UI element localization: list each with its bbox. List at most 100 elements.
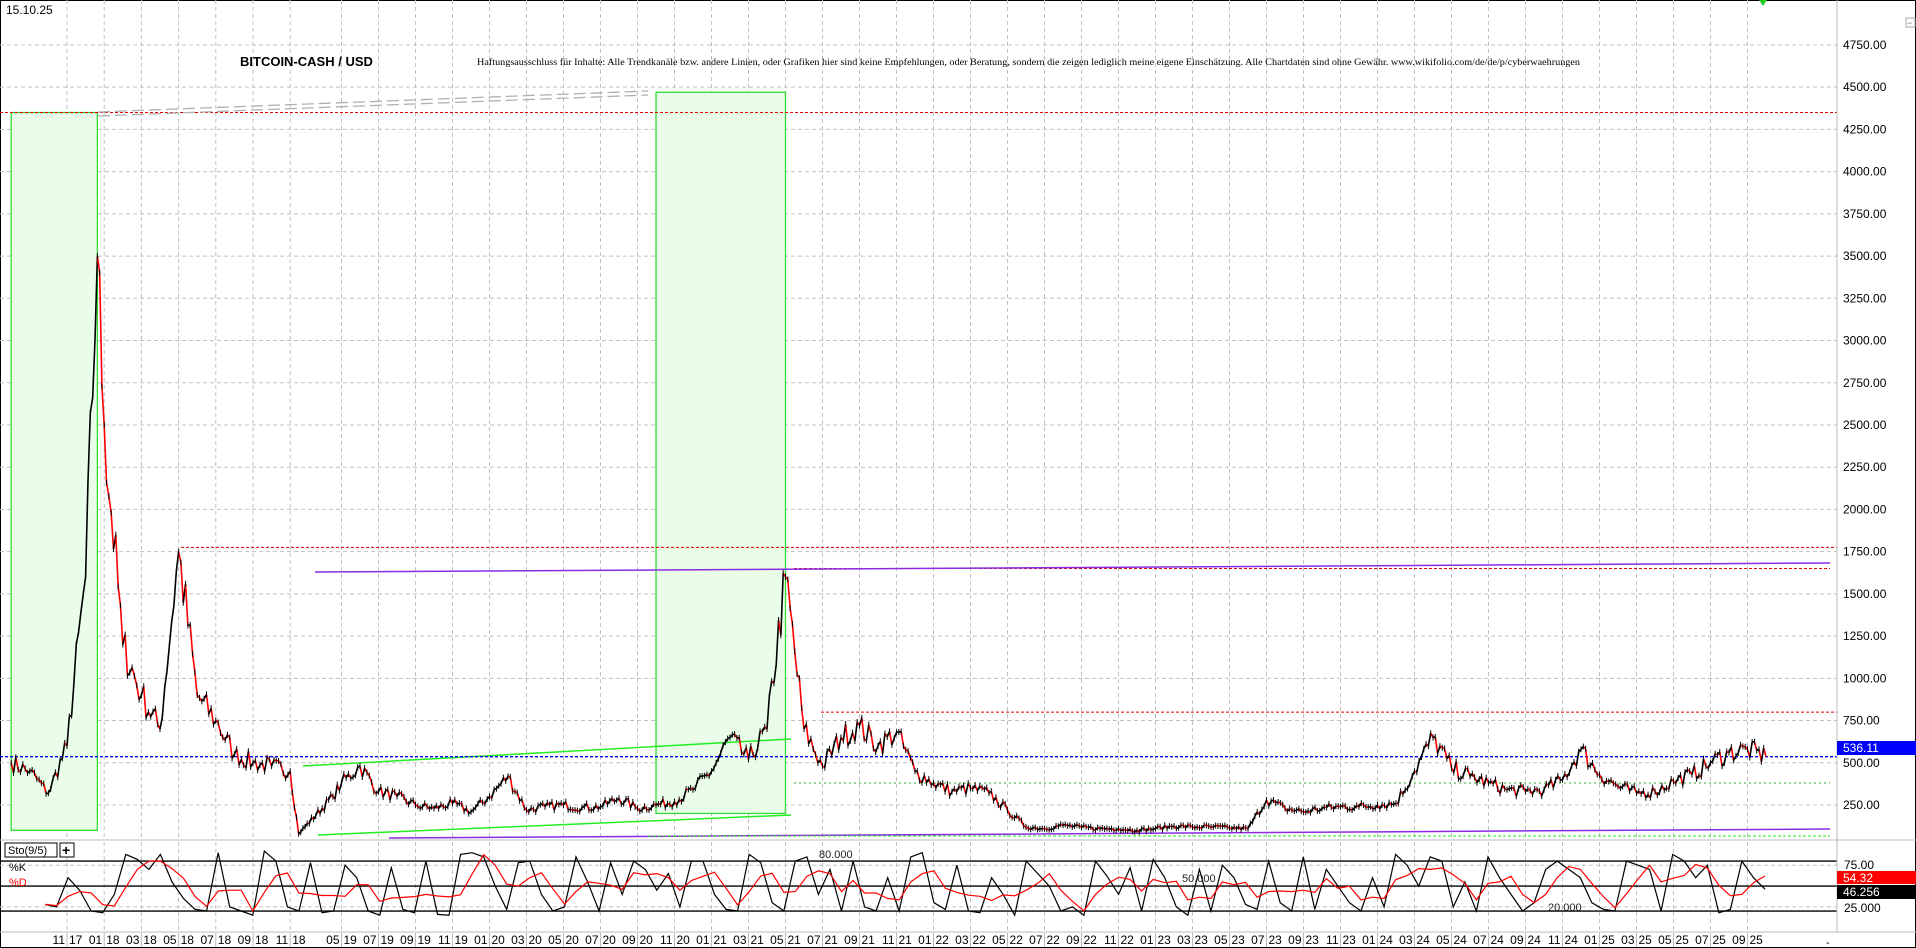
- collapse-button[interactable]: [1905, 17, 1916, 28]
- price-bar: [91, 339, 96, 398]
- y-tick-label: 500.00: [1843, 756, 1880, 770]
- x-tick-month: 01: [1140, 933, 1154, 947]
- x-tick-month: 07: [363, 933, 377, 947]
- stochastic-panel: [0, 849, 1837, 917]
- x-tick-month: 11: [1326, 933, 1339, 947]
- x-tick-year: 24: [1565, 933, 1579, 947]
- x-tick-year: 25: [1713, 933, 1727, 947]
- add-indicator-button[interactable]: [59, 842, 75, 858]
- x-tick-month: 09: [1510, 933, 1524, 947]
- stoch-k-line: [44, 849, 1766, 917]
- x-tick-month: 05: [992, 933, 1006, 947]
- x-tick-year: 17: [69, 933, 83, 947]
- x-tick-month: 09: [844, 933, 858, 947]
- trend-line: [314, 562, 1831, 573]
- x-tick-year: 23: [1232, 933, 1246, 947]
- x-tick-year: 24: [1380, 933, 1394, 947]
- y-tick-label: 2250.00: [1843, 460, 1887, 474]
- stochastic-legend: Sto(9/5) + %K %D: [4, 842, 75, 889]
- x-tick-year: 23: [1343, 933, 1357, 947]
- highlight-zone: [655, 91, 787, 815]
- x-tick-year: 22: [1047, 933, 1061, 947]
- x-tick-year: 22: [936, 933, 950, 947]
- price-bar: [84, 482, 89, 578]
- guide-line: [97, 90, 649, 113]
- price-bar: [117, 586, 122, 606]
- legend-k: %K: [9, 862, 27, 874]
- x-tick-year: 21: [751, 933, 765, 947]
- trend-line: [388, 828, 1831, 839]
- y-tick-label: 3750.00: [1843, 207, 1887, 221]
- x-tick-month: 03: [511, 933, 525, 947]
- x-tick-year: 20: [492, 933, 506, 947]
- price-bar: [791, 624, 796, 652]
- x-tick-year: 18: [218, 933, 232, 947]
- stoch-d-line: [44, 853, 1766, 913]
- price-bar: [180, 562, 185, 603]
- plus-icon: +: [62, 842, 70, 858]
- x-tick-year: 20: [529, 933, 543, 947]
- y-tick-label: 4250.00: [1843, 122, 1887, 136]
- x-tick-year: 18: [255, 933, 269, 947]
- price-bar: [166, 646, 171, 672]
- price-bar: [142, 686, 147, 718]
- price-bar: [80, 593, 85, 613]
- price-bar: [66, 716, 71, 746]
- highlight-zone: [10, 111, 99, 831]
- price-bar: [168, 621, 173, 647]
- chart-title: BITCOIN-CASH / USD: [240, 54, 373, 69]
- indicator-label-box[interactable]: [4, 842, 58, 858]
- legend-d: %D: [9, 877, 27, 889]
- y-tick-label: 1750.00: [1843, 545, 1887, 559]
- price-bar: [119, 605, 124, 645]
- x-tick-year: 18: [143, 933, 157, 947]
- x-tick-month: 07: [807, 933, 821, 947]
- x-tick-month: 07: [585, 933, 599, 947]
- highlight-zones: [10, 91, 787, 831]
- x-tick-year: 22: [1121, 933, 1135, 947]
- price-bar: [73, 644, 78, 683]
- x-tick-month: 05: [163, 933, 177, 947]
- x-tick-month: 11: [53, 933, 66, 947]
- trend-overlays: [0, 90, 1837, 839]
- indicator-name: Sto(9/5): [8, 845, 47, 857]
- x-tick-month: 07: [200, 933, 214, 947]
- x-tick-year: 20: [603, 933, 617, 947]
- x-tick-month: 01: [918, 933, 932, 947]
- price-bar: [191, 653, 196, 673]
- price-bar: [1584, 748, 1589, 767]
- x-tick-year: 25: [1676, 933, 1690, 947]
- price-bar: [805, 724, 810, 744]
- k-value-badge: [1837, 885, 1916, 899]
- x-tick-year: 22: [973, 933, 987, 947]
- price-bar: [101, 386, 105, 426]
- price-bar: [793, 651, 798, 675]
- x-tick-year: 22: [1010, 933, 1024, 947]
- x-tick-month: 01: [474, 933, 488, 947]
- price-bar: [189, 624, 194, 654]
- level-label-20: 20.000: [1548, 902, 1582, 914]
- x-tick-year: 22: [1084, 933, 1098, 947]
- x-tick-year: 19: [455, 933, 469, 947]
- y-tick-label: 1500.00: [1843, 587, 1887, 601]
- price-bar: [881, 733, 886, 754]
- x-tick-year: 24: [1417, 933, 1431, 947]
- x-tick-year: 20: [677, 933, 691, 947]
- chart-date: 15.10.25: [6, 3, 53, 17]
- y-tick-label: 4500.00: [1843, 80, 1887, 94]
- x-tick-month: 03: [1621, 933, 1635, 947]
- channel-line: [317, 814, 792, 836]
- x-tick-year: 20: [640, 933, 654, 947]
- price-bar: [124, 634, 129, 676]
- scroll-end-button[interactable]: -: [1826, 937, 1830, 948]
- y-tick-label: 1000.00: [1843, 671, 1887, 685]
- x-tick-year: 24: [1454, 933, 1468, 947]
- x-tick-month: 09: [1066, 933, 1080, 947]
- x-tick-year: 18: [106, 933, 120, 947]
- price-bar: [161, 687, 166, 718]
- y-tick-label: 2750.00: [1843, 376, 1887, 390]
- x-tick-month: 11: [1104, 933, 1117, 947]
- price-bar: [98, 272, 103, 387]
